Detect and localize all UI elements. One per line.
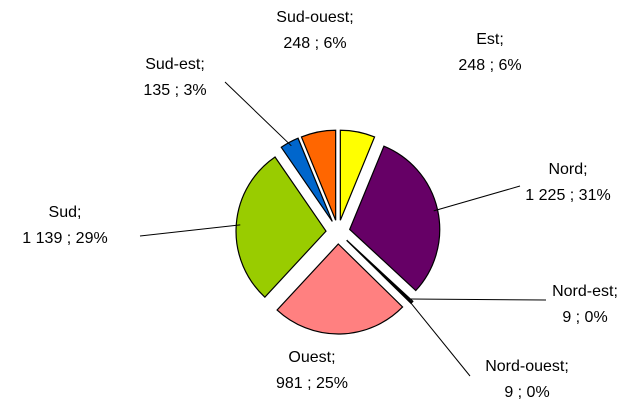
leader-line [433, 185, 521, 212]
slice-value-label: 248 ; 6% [458, 57, 521, 74]
slice-value-label: 135 ; 3% [143, 82, 206, 99]
pie-slice [339, 129, 376, 221]
slice-value-label: 9 ; 0% [504, 384, 549, 401]
pie-slice [276, 243, 404, 335]
slice-label: Sud-ouest; [276, 9, 353, 26]
slice-value-label: 1 139 ; 29% [22, 230, 107, 247]
slice-label: Nord-est; [552, 283, 618, 300]
leader-line [224, 81, 292, 147]
pie-slice [300, 129, 337, 221]
leader-line [409, 298, 547, 301]
slice-value-label: 1 225 ; 31% [525, 187, 610, 204]
slice-label: Sud; [49, 204, 82, 221]
slice-label: Nord; [548, 161, 587, 178]
leader-line [408, 299, 471, 377]
slice-label: Nord-ouest; [485, 358, 569, 375]
leader-line [139, 224, 241, 237]
pie-slice [280, 137, 333, 222]
slice-value-label: 9 ; 0% [562, 309, 607, 326]
pie-slice [235, 156, 327, 299]
slice-label: Ouest; [288, 349, 335, 366]
slice-label: Est; [476, 31, 504, 48]
slice-value-label: 981 ; 25% [276, 375, 348, 392]
slice-label: Sud-est; [145, 56, 205, 73]
slice-value-label: 248 ; 6% [283, 35, 346, 52]
